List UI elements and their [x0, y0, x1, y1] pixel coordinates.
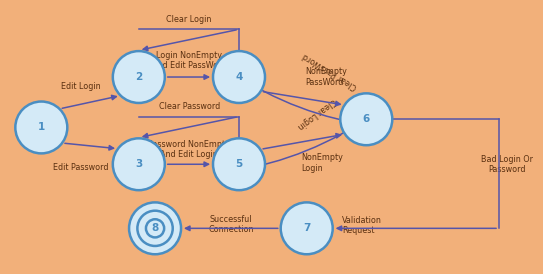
Ellipse shape	[213, 51, 265, 103]
Ellipse shape	[113, 51, 165, 103]
Ellipse shape	[146, 219, 164, 237]
Ellipse shape	[15, 102, 67, 153]
Ellipse shape	[129, 202, 181, 254]
Text: Login NonEmpty
And Edit PassWord: Login NonEmpty And Edit PassWord	[152, 51, 226, 70]
Ellipse shape	[340, 93, 392, 145]
Text: 8: 8	[151, 223, 159, 233]
FancyArrowPatch shape	[233, 113, 375, 173]
Ellipse shape	[213, 138, 265, 190]
Text: NonEmpty
Login: NonEmpty Login	[301, 153, 343, 173]
Text: 5: 5	[235, 159, 243, 169]
Text: Edit Password: Edit Password	[53, 163, 109, 172]
Text: Successful
Connection: Successful Connection	[208, 215, 254, 235]
Text: Clear Login: Clear Login	[167, 15, 212, 24]
Ellipse shape	[137, 211, 173, 246]
Ellipse shape	[113, 138, 165, 190]
Text: 4: 4	[235, 72, 243, 82]
Text: 1: 1	[37, 122, 45, 132]
Text: 7: 7	[303, 223, 311, 233]
Text: Bad Login Or
Password: Bad Login Or Password	[481, 155, 533, 174]
Text: 6: 6	[363, 114, 370, 124]
Text: Edit Login: Edit Login	[61, 82, 100, 91]
Ellipse shape	[281, 202, 333, 254]
Text: Clear PassWord: Clear PassWord	[301, 51, 359, 91]
Text: Clear Login: Clear Login	[296, 96, 338, 130]
Text: Password NonEmpty
And Edit Login: Password NonEmpty And Edit Login	[148, 140, 230, 159]
Text: Clear Password: Clear Password	[159, 102, 220, 111]
Text: 3: 3	[135, 159, 142, 169]
FancyArrowPatch shape	[232, 72, 374, 126]
Text: NonEmpty
PassWord: NonEmpty PassWord	[305, 67, 347, 87]
Text: 2: 2	[135, 72, 142, 82]
Text: Validation
Request: Validation Request	[342, 216, 382, 235]
